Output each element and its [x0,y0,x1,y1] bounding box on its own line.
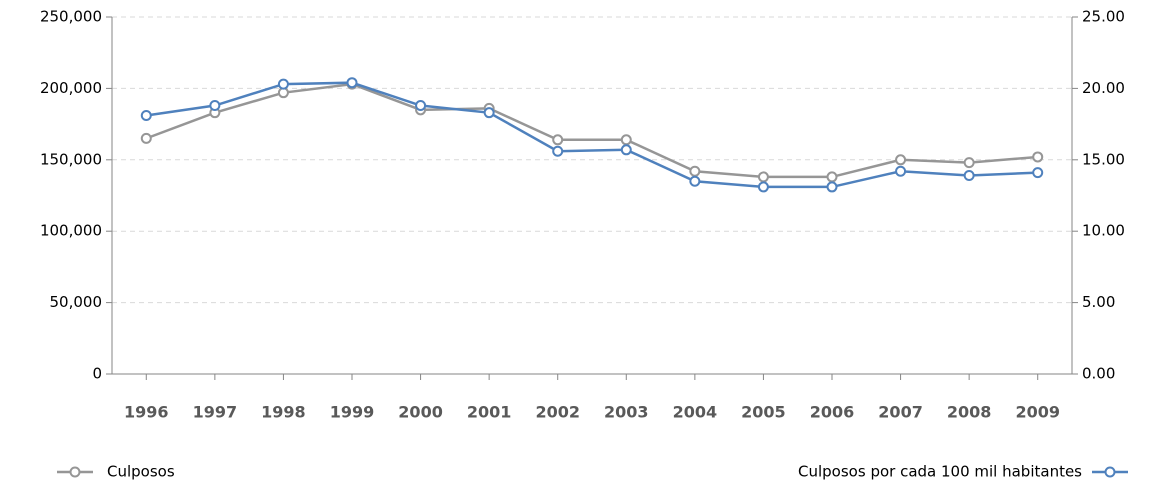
x-tick-label: 2005 [741,403,786,422]
x-tick-label: 1997 [193,403,238,422]
point [689,165,701,177]
point [277,78,289,90]
point [620,144,632,156]
x-tick-label: 1998 [261,403,306,422]
y-tick-label: 100,000 [40,222,102,240]
point [1032,167,1044,179]
y-tick-label: 250,000 [40,8,102,26]
x-tick-label: 2008 [947,403,992,422]
y2-tick-label: 15.00 [1082,150,1125,168]
point [483,107,495,119]
legend-marker [1104,466,1116,478]
point [826,171,838,183]
x-tick-label: 1999 [330,403,375,422]
point [552,134,564,146]
point [552,145,564,157]
y-tick-label: 0 [92,365,102,383]
x-tick-label: 2004 [673,403,718,422]
point [140,132,152,144]
x-tick-label: 2002 [535,403,580,422]
point [895,165,907,177]
x-tick-label: 2009 [1015,403,1060,422]
point [963,157,975,169]
x-tick-label: 2003 [604,403,649,422]
y2-tick-label: 5.00 [1082,293,1115,311]
point [895,154,907,166]
point [140,110,152,122]
point [209,100,221,112]
point [415,100,427,112]
point [826,181,838,193]
point [1032,151,1044,163]
y2-tick-label: 25.00 [1082,8,1125,26]
point [757,171,769,183]
x-tick-label: 2006 [810,403,855,422]
legend-label: Culposos [107,463,175,481]
legend-label: Culposos por cada 100 mil habitantes [798,463,1082,481]
point [757,181,769,193]
y2-tick-label: 10.00 [1082,222,1125,240]
x-tick-label: 2000 [398,403,443,422]
y-tick-label: 50,000 [50,293,103,311]
series-line [145,82,1038,179]
y-tick-label: 200,000 [40,79,102,97]
x-tick-label: 2007 [878,403,923,422]
y2-tick-label: 20.00 [1082,79,1125,97]
point [346,77,358,89]
series-line [146,81,1038,189]
point [620,134,632,146]
x-tick-label: 2001 [467,403,512,422]
legend-marker [69,466,81,478]
x-tick-label: 1996 [124,403,169,422]
y2-tick-label: 0.00 [1082,365,1115,383]
y-tick-label: 150,000 [40,150,102,168]
point [689,175,701,187]
point [963,170,975,182]
